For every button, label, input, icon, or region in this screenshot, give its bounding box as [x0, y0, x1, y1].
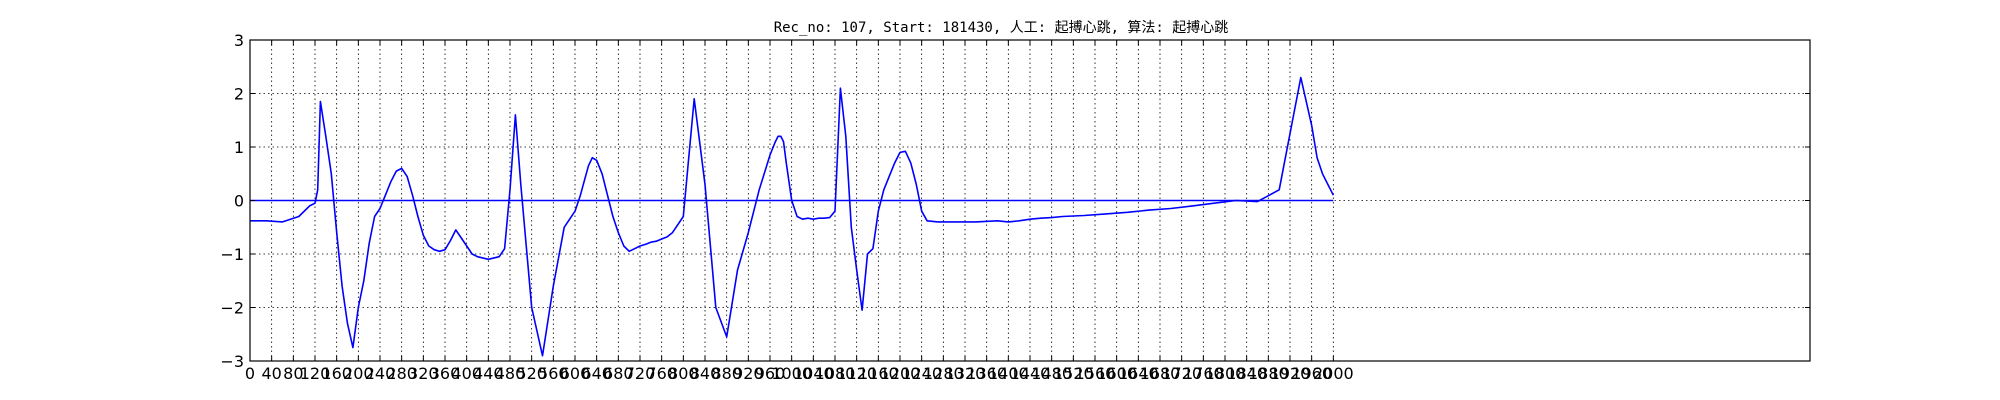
x-tick-label: 480 [495, 364, 526, 383]
x-tick-label: 600 [560, 364, 591, 383]
x-tick-label: 520 [516, 364, 547, 383]
x-tick-label: 1360 [966, 364, 1007, 383]
x-tick-label: 560 [538, 364, 569, 383]
y-tick-label: 1 [234, 138, 244, 157]
y-axis: −3 −2 −1 0 1 2 3 [220, 31, 1810, 371]
x-tick-label: 880 [711, 364, 742, 383]
x-tick-label: 760 [646, 364, 677, 383]
x-tick-label: 920 [733, 364, 764, 383]
x-tick-label: 80 [283, 364, 303, 383]
x-tick-label: 680 [603, 364, 634, 383]
x-tick-label: 1040 [793, 364, 834, 383]
x-tick-label: 320 [408, 364, 439, 383]
x-tick-label: 200 [343, 364, 374, 383]
y-tick-label: 2 [234, 85, 244, 104]
y-tick-label: 3 [234, 31, 244, 50]
x-tick-label: 2000 [1313, 364, 1354, 383]
x-tick-label: 1560 [1075, 364, 1116, 383]
x-tick-label: 280 [386, 364, 417, 383]
x-tick-label: 1920 [1270, 364, 1311, 383]
x-tick-label: 1600 [1096, 364, 1137, 383]
x-tick-label: 1840 [1226, 364, 1267, 383]
y-tick-label: −2 [220, 299, 244, 318]
x-tick-label: 800 [668, 364, 699, 383]
x-tick-label: 1960 [1291, 364, 1332, 383]
ecg-series [250, 76, 1335, 357]
x-tick-label: 1480 [1031, 364, 1072, 383]
x-tick-label: 240 [365, 364, 396, 383]
x-tick-label: 840 [690, 364, 721, 383]
x-tick-label: 1200 [880, 364, 921, 383]
y-tick-label: −3 [220, 352, 244, 371]
x-tick-label: 1000 [771, 364, 812, 383]
chart-title: Rec_no: 107, Start: 181430, 人工: 起搏心跳, 算法… [774, 19, 1229, 36]
x-tick-label: 120 [300, 364, 331, 383]
x-tick-label: 960 [755, 364, 786, 383]
x-tick-label: 1760 [1183, 364, 1224, 383]
x-tick-label: 0 [245, 364, 255, 383]
x-tick-label: 440 [473, 364, 504, 383]
x-tick-label: 1120 [836, 364, 877, 383]
x-tick-label: 1520 [1053, 364, 1094, 383]
x-tick-label: 360 [430, 364, 461, 383]
x-tick-label: 1680 [1140, 364, 1181, 383]
x-tick-label: 1400 [988, 364, 1029, 383]
y-tick-label: −1 [220, 245, 244, 264]
x-tick-label: 640 [581, 364, 612, 383]
x-tick-label: 1640 [1118, 364, 1159, 383]
series-line-0 [250, 76, 1335, 357]
x-tick-label: 400 [451, 364, 482, 383]
x-tick-label: 160 [321, 364, 352, 383]
x-tick-label: 1720 [1161, 364, 1202, 383]
x-tick-label: 1440 [1010, 364, 1051, 383]
x-tick-label: 1280 [923, 364, 964, 383]
x-tick-label: 1880 [1248, 364, 1289, 383]
x-tick-label: 720 [625, 364, 656, 383]
x-tick-label: 1320 [945, 364, 986, 383]
y-tick-label: 0 [234, 192, 244, 211]
x-tick-label: 1240 [901, 364, 942, 383]
x-axis: 0 40 8012016020024028032036040044048052056… [245, 40, 1354, 383]
x-tick-label: 40 [261, 364, 281, 383]
x-tick-label: 1160 [858, 364, 899, 383]
x-tick-label: 1800 [1205, 364, 1246, 383]
x-tick-label: 1080 [815, 364, 856, 383]
